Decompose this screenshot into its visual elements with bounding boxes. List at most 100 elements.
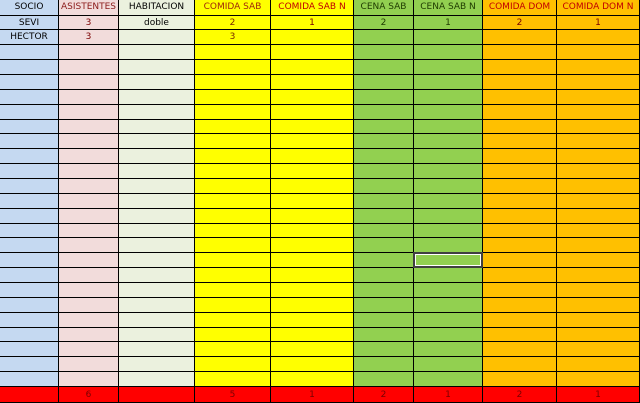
cell[interactable] [119, 178, 195, 194]
cell[interactable] [557, 74, 640, 90]
cell[interactable] [483, 164, 557, 179]
cell[interactable] [0, 372, 59, 387]
cell[interactable] [557, 342, 640, 358]
cell[interactable] [59, 74, 119, 90]
total-cell[interactable]: 1 [557, 387, 640, 403]
cell[interactable] [271, 223, 354, 239]
cell[interactable] [354, 60, 414, 75]
cell[interactable] [195, 342, 271, 358]
cell[interactable] [0, 178, 59, 194]
cell[interactable] [195, 297, 271, 313]
cell[interactable] [483, 357, 557, 373]
cell[interactable] [483, 208, 557, 224]
cell[interactable] [414, 89, 483, 105]
cell[interactable] [0, 208, 59, 224]
cell[interactable] [414, 268, 483, 283]
cell[interactable] [414, 119, 483, 135]
cell[interactable] [557, 164, 640, 179]
cell[interactable] [271, 268, 354, 283]
header-cell[interactable]: COMIDA DOM [483, 0, 557, 16]
cell[interactable] [195, 119, 271, 135]
cell[interactable] [414, 193, 483, 209]
cell[interactable] [195, 60, 271, 75]
cell[interactable] [414, 223, 483, 239]
cell[interactable] [59, 327, 119, 343]
cell[interactable] [414, 74, 483, 90]
cell[interactable] [0, 119, 59, 135]
cell[interactable]: SEVI [0, 15, 59, 31]
total-cell[interactable]: 1 [271, 387, 354, 403]
cell[interactable] [119, 282, 195, 298]
cell[interactable] [195, 45, 271, 61]
cell[interactable] [414, 342, 483, 358]
cell[interactable] [119, 253, 195, 269]
cell[interactable] [414, 357, 483, 373]
cell[interactable] [354, 119, 414, 135]
total-cell[interactable]: 5 [195, 387, 271, 403]
cell[interactable] [59, 60, 119, 75]
cell[interactable] [414, 104, 483, 120]
header-cell[interactable]: CENA SAB N [414, 0, 483, 16]
cell[interactable] [271, 282, 354, 298]
cell[interactable] [0, 193, 59, 209]
cell[interactable] [483, 327, 557, 343]
cell[interactable] [59, 193, 119, 209]
cell[interactable] [414, 60, 483, 75]
cell[interactable] [119, 342, 195, 358]
cell[interactable] [0, 45, 59, 61]
cell[interactable] [59, 253, 119, 269]
cell[interactable] [354, 253, 414, 269]
cell[interactable] [557, 89, 640, 105]
cell[interactable] [195, 104, 271, 120]
cell[interactable] [195, 312, 271, 328]
cell[interactable] [483, 45, 557, 61]
cell[interactable] [354, 89, 414, 105]
cell[interactable] [483, 253, 557, 269]
cell[interactable] [195, 223, 271, 239]
cell[interactable] [557, 45, 640, 61]
cell[interactable] [354, 45, 414, 61]
cell[interactable] [354, 74, 414, 90]
cell[interactable] [557, 193, 640, 209]
cell[interactable] [483, 312, 557, 328]
cell[interactable] [483, 193, 557, 209]
cell[interactable] [414, 372, 483, 387]
cell[interactable] [557, 30, 640, 46]
cell[interactable] [0, 342, 59, 358]
cell[interactable] [195, 253, 271, 269]
cell[interactable] [414, 30, 483, 46]
cell[interactable] [59, 104, 119, 120]
cell[interactable] [271, 164, 354, 179]
cell[interactable] [557, 238, 640, 254]
cell[interactable] [483, 282, 557, 298]
cell[interactable] [119, 164, 195, 179]
cell[interactable] [119, 119, 195, 135]
cell[interactable] [0, 104, 59, 120]
cell[interactable] [195, 89, 271, 105]
cell[interactable] [59, 282, 119, 298]
cell[interactable] [271, 312, 354, 328]
cell[interactable] [557, 253, 640, 269]
cell[interactable] [59, 268, 119, 283]
cell[interactable] [119, 193, 195, 209]
cell[interactable] [354, 134, 414, 150]
cell[interactable] [414, 282, 483, 298]
cell[interactable] [195, 74, 271, 90]
cell[interactable] [271, 149, 354, 165]
cell[interactable] [557, 134, 640, 150]
cell[interactable] [0, 74, 59, 90]
cell[interactable] [195, 134, 271, 150]
cell[interactable] [119, 89, 195, 105]
cell[interactable] [195, 149, 271, 165]
cell[interactable] [414, 327, 483, 343]
cell[interactable] [271, 30, 354, 46]
cell[interactable]: 2 [483, 15, 557, 31]
cell[interactable] [557, 178, 640, 194]
cell[interactable] [119, 238, 195, 254]
cell[interactable] [557, 372, 640, 387]
cell[interactable] [119, 208, 195, 224]
cell[interactable] [354, 30, 414, 46]
header-cell[interactable]: SOCIO [0, 0, 59, 16]
cell[interactable] [0, 134, 59, 150]
cell[interactable] [0, 149, 59, 165]
